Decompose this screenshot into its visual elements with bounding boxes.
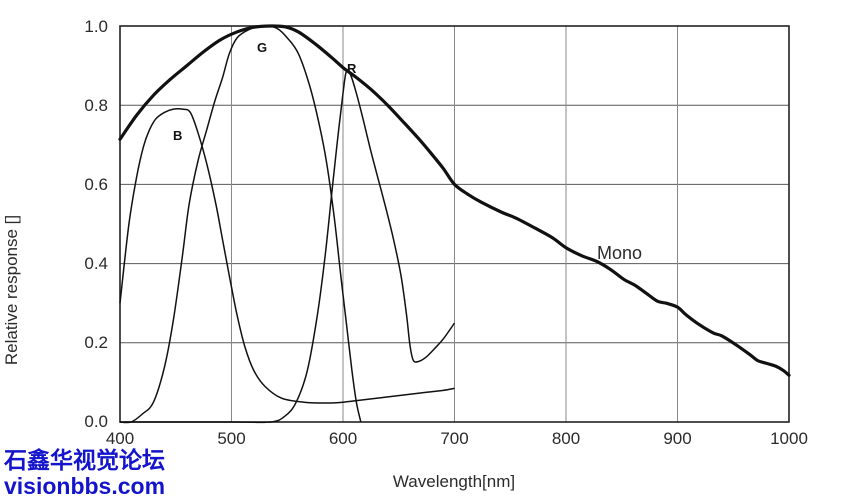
svg-text:500: 500 xyxy=(217,429,245,448)
svg-text:800: 800 xyxy=(552,429,580,448)
svg-text:0.4: 0.4 xyxy=(84,254,108,273)
svg-text:1000: 1000 xyxy=(770,429,808,448)
svg-text:visionbbs.com: visionbbs.com xyxy=(4,473,165,499)
svg-text:R: R xyxy=(347,61,357,76)
svg-text:1.0: 1.0 xyxy=(84,17,108,36)
svg-text:Wavelength[nm]: Wavelength[nm] xyxy=(393,472,515,491)
svg-text:0.0: 0.0 xyxy=(84,412,108,431)
svg-text:700: 700 xyxy=(440,429,468,448)
svg-text:石鑫华视觉论坛: 石鑫华视觉论坛 xyxy=(3,447,165,473)
svg-text:0.6: 0.6 xyxy=(84,175,108,194)
svg-text:600: 600 xyxy=(329,429,357,448)
svg-text:0.8: 0.8 xyxy=(84,96,108,115)
svg-text:Mono: Mono xyxy=(597,243,642,263)
svg-text:900: 900 xyxy=(663,429,691,448)
svg-text:B: B xyxy=(173,128,182,143)
svg-text:400: 400 xyxy=(106,429,134,448)
svg-text:0.2: 0.2 xyxy=(84,333,108,352)
svg-text:Relative response []: Relative response [] xyxy=(2,215,21,365)
svg-text:G: G xyxy=(257,40,267,55)
